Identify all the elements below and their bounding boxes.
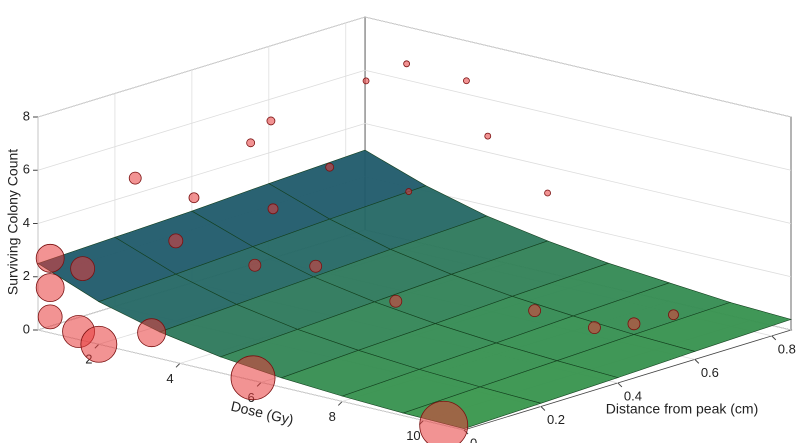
grid-line [364, 16, 792, 118]
x-tick-label: 10 [406, 428, 420, 443]
y-tick-label: 0 [470, 435, 477, 443]
scatter-point [266, 116, 276, 126]
scatter-point [230, 355, 276, 401]
scatter-point [403, 60, 411, 68]
grid-line [37, 16, 366, 118]
scatter-point [484, 132, 492, 140]
z-tick-label: 4 [23, 215, 30, 230]
y-axis-title: Distance from peak (cm) [606, 401, 758, 417]
scatter-point [389, 294, 403, 308]
scatter-point [627, 317, 641, 331]
scatter-point [668, 309, 679, 321]
z-tick-label: 6 [23, 162, 30, 177]
y-tick-label: 0.4 [624, 388, 642, 403]
scatter-point [128, 171, 142, 185]
grid-line [37, 69, 366, 171]
scatter-point [528, 304, 542, 318]
z-tick-label: 0 [23, 321, 30, 336]
y-tick-label: 0.6 [701, 365, 719, 380]
scatter-point [80, 325, 118, 363]
scatter-point [267, 203, 279, 215]
grid-line [37, 123, 366, 224]
scatter-point [35, 273, 65, 302]
y-tick-label: 0.2 [547, 412, 565, 427]
scatter-point [35, 243, 65, 273]
x-axis-title: Dose (Gy) [229, 398, 295, 428]
scatter-point [419, 400, 469, 443]
scatter-point [588, 321, 601, 335]
scatter-point [362, 77, 370, 85]
scatter-point [248, 258, 262, 272]
scatter-point [188, 192, 200, 204]
x-tick [337, 401, 343, 406]
scatter-point [37, 304, 63, 330]
grid-line [364, 69, 792, 171]
scatter-point [405, 188, 413, 195]
x-tick-label: 4 [166, 371, 173, 386]
y-tick [540, 406, 546, 411]
scatter-point [137, 318, 167, 348]
scatter-point [246, 138, 256, 148]
scatter-point [70, 256, 96, 281]
scatter-point [309, 259, 323, 273]
x-tick-label: 8 [329, 409, 336, 424]
grid-line [364, 123, 792, 224]
z-tick-label: 8 [23, 108, 30, 123]
z-tick-label: 2 [23, 268, 30, 283]
scatter-point [325, 162, 335, 172]
y-tick-label: 0.8 [778, 341, 796, 356]
y-tick [694, 359, 700, 364]
y-tick [617, 382, 623, 388]
z-axis-title: Surviving Colony Count [5, 149, 21, 295]
scatter [35, 60, 679, 443]
y-tick [771, 335, 777, 341]
scatter-point [168, 233, 184, 249]
x-tick [175, 362, 181, 368]
scatter-point [463, 77, 470, 85]
scatter-point [544, 189, 551, 197]
